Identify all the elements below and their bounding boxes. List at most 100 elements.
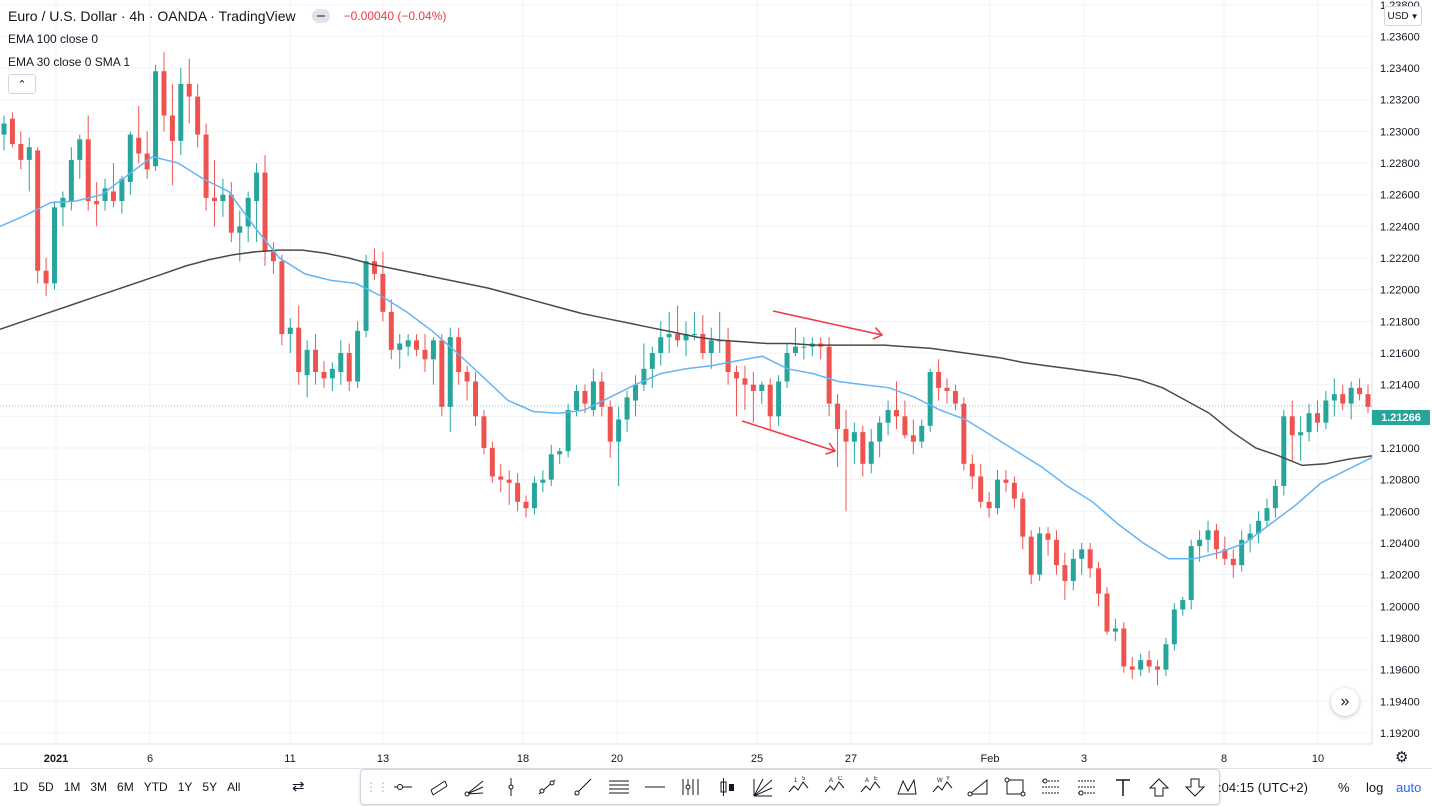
y-tick-label: 1.23200	[1380, 95, 1420, 107]
candle-body	[1180, 599, 1186, 610]
range-1y[interactable]: 1Y	[177, 780, 193, 794]
candle-body	[868, 441, 874, 464]
candle-body	[877, 422, 883, 442]
arrow-up-tool[interactable]	[1141, 772, 1177, 802]
rectangle-icon	[1004, 777, 1026, 797]
candle-body	[355, 330, 361, 382]
candle-body	[1028, 536, 1034, 575]
candle-body	[447, 337, 453, 407]
range-1m[interactable]: 1M	[63, 780, 81, 794]
candle-body	[708, 340, 714, 354]
scroll-to-realtime-button[interactable]: »	[1331, 688, 1359, 716]
candle-body	[1146, 660, 1152, 667]
vertical-line-tool[interactable]	[493, 772, 529, 802]
candle-body	[1357, 387, 1363, 395]
fib-tool[interactable]	[601, 772, 637, 802]
candle-body	[506, 479, 512, 483]
ray-tool[interactable]	[565, 772, 601, 802]
fan-tool[interactable]	[745, 772, 781, 802]
y-tick-label: 1.21400	[1380, 380, 1420, 392]
candle-body	[548, 454, 554, 480]
range-5d[interactable]: 5D	[38, 780, 54, 794]
triangle-pattern-tool[interactable]	[961, 772, 997, 802]
candle-body	[893, 409, 899, 417]
x-tick-label: 2021	[44, 753, 68, 765]
range-6m[interactable]: 6M	[117, 780, 134, 794]
drag-handle-icon[interactable]: ⋮⋮	[365, 780, 389, 794]
symbol-title: Euro / U.S. Dollar · 4h · OANDA · Tradin…	[8, 8, 296, 24]
auto-scale-toggle[interactable]: auto	[1396, 780, 1422, 795]
candle-body	[1205, 530, 1211, 540]
indicator-ema100-label[interactable]: EMA 100 close 0	[8, 32, 99, 46]
text-tool[interactable]	[1105, 772, 1141, 802]
horizontal-line-tool[interactable]	[637, 772, 673, 802]
y-tick-label: 1.22400	[1380, 221, 1420, 233]
candle-body	[363, 261, 369, 331]
candle-body	[515, 482, 521, 502]
candle-body	[1171, 609, 1177, 645]
rectangle-tool[interactable]	[997, 772, 1033, 802]
x-tick-label: 25	[751, 753, 763, 765]
range-3m[interactable]: 3M	[90, 780, 108, 794]
y-tick-label: 1.21800	[1380, 316, 1420, 328]
y-tick-label: 1.23800	[1380, 0, 1420, 12]
pitchfork-tool[interactable]	[457, 772, 493, 802]
gear-icon[interactable]: ⚙	[1395, 749, 1409, 766]
candle-body	[94, 201, 100, 205]
y-tick-label: 1.20400	[1380, 538, 1420, 550]
candle-body	[127, 134, 133, 183]
candle-body	[414, 340, 420, 350]
candle-body	[195, 96, 201, 135]
candle-body	[734, 372, 740, 379]
horizontal-ray-tool[interactable]	[385, 772, 421, 802]
candle-body	[725, 340, 731, 372]
xabcd-pattern-tool[interactable]	[889, 772, 925, 802]
upper-red-arrow-head	[872, 327, 884, 340]
currency-selector[interactable]: USD ▼	[1384, 6, 1422, 26]
collapse-legend-button[interactable]: ⌃	[8, 74, 36, 94]
long-position-tool[interactable]	[1033, 772, 1069, 802]
candle-body	[430, 340, 436, 360]
candle-body	[489, 447, 495, 477]
candle-body	[1348, 387, 1354, 404]
candle-body	[287, 327, 293, 335]
trend-line-tool[interactable]	[529, 772, 565, 802]
candle-body	[1213, 530, 1219, 550]
candle-body	[961, 403, 967, 464]
candle-tool[interactable]	[709, 772, 745, 802]
price-chart[interactable]: 1.23800 1.23600 1.23400 1.23200 1.23000 1.228…	[0, 0, 1432, 768]
range-1d[interactable]: 1D	[13, 780, 29, 794]
candle-body	[1340, 394, 1346, 404]
short-position-tool[interactable]	[1069, 772, 1105, 802]
candle-body	[531, 482, 537, 509]
candle-body	[792, 346, 798, 354]
candle-body	[641, 368, 647, 385]
log-scale-toggle[interactable]: log	[1366, 780, 1384, 795]
candle-body	[346, 353, 352, 382]
range-ytd[interactable]: YTD	[143, 780, 168, 794]
parallel-channel-tool[interactable]	[421, 772, 457, 802]
percent-scale-toggle[interactable]: %	[1338, 780, 1350, 795]
candle-body	[910, 435, 916, 442]
candle-body	[228, 194, 234, 233]
y-tick-label: 1.22800	[1380, 158, 1420, 170]
svg-text:E: E	[874, 776, 878, 782]
arrow-down-tool[interactable]	[1177, 772, 1213, 802]
price-change: −0.00040 (−0.04%)	[343, 9, 447, 23]
range-all[interactable]: All	[227, 780, 241, 794]
candle-body	[843, 428, 849, 442]
candle-body	[119, 178, 125, 202]
indicator-ema30-label[interactable]: EMA 30 close 0 SMA 1	[8, 55, 131, 69]
hide-legend-button[interactable]	[311, 9, 330, 23]
range-5y[interactable]: 5Y	[202, 780, 218, 794]
go-to-date-icon[interactable]: ⇄	[292, 778, 305, 795]
trend-line-icon	[538, 779, 556, 795]
gann-tool[interactable]	[673, 772, 709, 802]
clock[interactable]: :04:15 (UTC+2)	[1218, 780, 1308, 795]
